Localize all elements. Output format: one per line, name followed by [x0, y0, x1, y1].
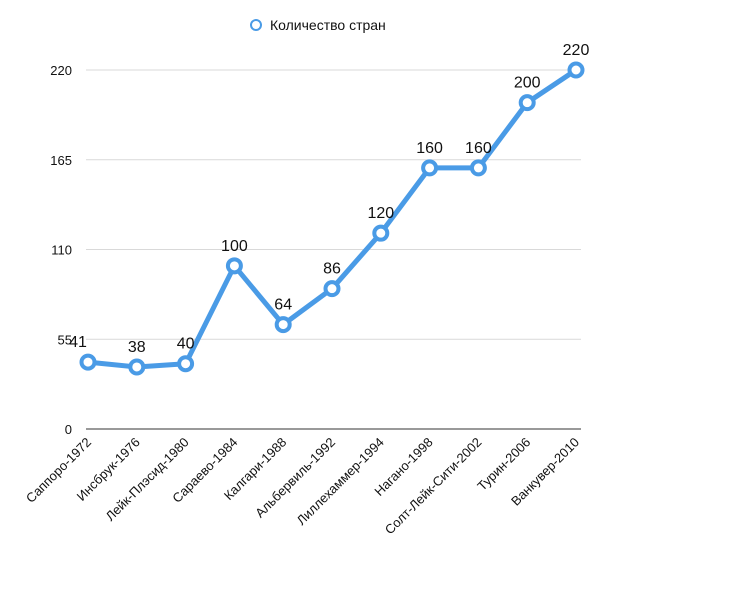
data-point: [79, 353, 97, 371]
data-label: 40: [177, 336, 195, 353]
y-tick-label: 55: [58, 332, 72, 347]
legend: Количество стран: [250, 14, 386, 36]
data-point: [567, 61, 585, 79]
data-point: [128, 358, 146, 376]
y-tick-label: 0: [65, 422, 72, 437]
y-tick-label: 110: [51, 243, 72, 258]
x-tick-label: Лейк-Плэсид-1980: [102, 435, 191, 524]
data-point: [177, 355, 195, 373]
x-tick-label: Солт-Лейк-Сити-2002: [382, 435, 485, 538]
data-label: 220: [563, 42, 590, 59]
legend-marker: [250, 19, 262, 31]
data-label: 100: [221, 238, 248, 255]
data-label: 160: [416, 140, 443, 157]
data-point: [469, 159, 487, 177]
data-label: 86: [323, 261, 341, 278]
data-label: 160: [465, 140, 492, 157]
x-tick-label: Лиллехаммер-1994: [294, 435, 387, 528]
y-tick-label: 165: [50, 153, 72, 168]
data-point: [225, 257, 243, 275]
data-point: [421, 159, 439, 177]
data-point: [323, 280, 341, 298]
data-label: 64: [274, 297, 292, 314]
legend-label: Количество стран: [270, 17, 386, 33]
data-point: [372, 224, 390, 242]
data-label: 200: [514, 75, 541, 92]
data-point: [274, 316, 292, 334]
data-label: 41: [69, 334, 87, 351]
series-line: [85, 67, 579, 370]
data-point: [518, 94, 536, 112]
y-tick-label: 220: [50, 63, 72, 78]
data-label: 120: [367, 205, 394, 222]
data-label: 38: [128, 339, 146, 356]
